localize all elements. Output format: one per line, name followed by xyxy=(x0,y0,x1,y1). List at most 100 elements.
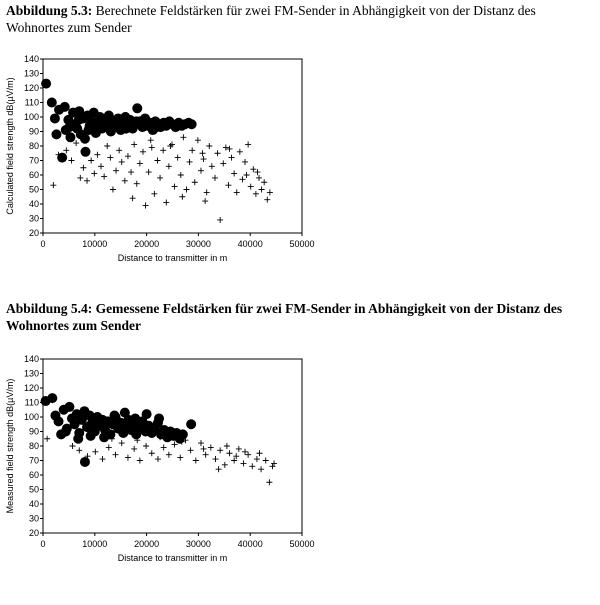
data-point-circle xyxy=(64,122,75,133)
x-tick-label: 50000 xyxy=(289,239,314,249)
data-point-plus xyxy=(228,154,235,161)
data-point-plus xyxy=(178,438,185,445)
data-point-plus xyxy=(118,440,125,447)
data-point-plus xyxy=(98,163,105,170)
y-tick-label: 120 xyxy=(24,83,39,93)
data-point-circle xyxy=(73,114,84,125)
data-point-plus xyxy=(215,466,222,473)
data-point-plus xyxy=(76,447,83,454)
data-point-plus xyxy=(189,147,196,154)
data-point-plus xyxy=(124,153,131,160)
data-point-plus xyxy=(68,157,75,164)
data-point-circle xyxy=(65,132,76,143)
data-point-plus xyxy=(121,177,128,184)
y-tick-label: 90 xyxy=(29,127,39,137)
data-point-plus xyxy=(258,186,265,193)
y-tick-label: 70 xyxy=(29,456,39,466)
data-point-circle xyxy=(151,122,162,133)
data-point-circle xyxy=(73,433,84,444)
data-point-plus xyxy=(168,141,175,148)
x-tick-label: 30000 xyxy=(186,239,211,249)
data-point-plus xyxy=(142,202,149,209)
y-tick-label: 80 xyxy=(29,141,39,151)
data-point-plus xyxy=(112,451,119,458)
data-point-plus xyxy=(143,443,150,449)
x-axis-label: Distance to transmitter in m xyxy=(118,253,228,263)
data-point-circle xyxy=(79,133,90,144)
figure-caption-5-4: Abbildung 5.4: Gemessene Feldstärken für… xyxy=(6,300,594,334)
data-point-circle xyxy=(119,407,130,418)
data-point-circle xyxy=(85,430,96,441)
data-point-circle xyxy=(111,117,122,128)
data-point-plus xyxy=(212,456,219,463)
data-point-circle xyxy=(49,113,60,124)
data-point-circle xyxy=(141,409,152,420)
data-point-circle xyxy=(109,410,120,421)
data-point-plus xyxy=(101,173,108,180)
plot-frame xyxy=(42,358,303,534)
data-point-plus xyxy=(231,457,238,464)
data-point-plus xyxy=(171,441,178,448)
y-tick-label: 20 xyxy=(29,528,39,538)
data-point-plus xyxy=(157,434,164,441)
data-point-plus xyxy=(199,150,206,157)
data-point-plus xyxy=(256,450,263,457)
y-tick-label: 70 xyxy=(29,156,39,166)
data-point-circle xyxy=(47,393,58,404)
y-tick-label: 60 xyxy=(29,170,39,180)
data-point-plus xyxy=(254,169,261,176)
data-point-plus xyxy=(139,148,146,155)
y-tick-label: 40 xyxy=(29,199,39,209)
y-tick-label: 110 xyxy=(25,98,39,108)
x-tick-label: 40000 xyxy=(238,239,263,249)
data-point-circle xyxy=(83,125,94,136)
y-tick-label: 40 xyxy=(29,499,39,509)
data-point-circle xyxy=(60,426,71,437)
data-point-plus xyxy=(113,167,120,174)
data-point-plus xyxy=(107,154,114,161)
data-point-plus xyxy=(160,147,167,154)
data-point-plus xyxy=(157,174,164,181)
y-tick-label: 20 xyxy=(29,228,39,238)
data-point-plus xyxy=(211,174,218,181)
y-tick-label: 30 xyxy=(29,514,39,524)
data-point-circle xyxy=(186,419,197,430)
data-point-plus xyxy=(191,179,198,186)
data-point-plus xyxy=(223,443,230,449)
data-point-plus xyxy=(235,445,242,452)
data-point-plus xyxy=(148,450,155,457)
data-point-circle xyxy=(177,429,188,440)
data-point-plus xyxy=(261,179,268,186)
data-point-circle xyxy=(76,414,87,425)
data-point-plus xyxy=(160,444,167,451)
data-point-circle xyxy=(80,146,91,157)
x-axis-label: Distance to transmitter in m xyxy=(118,553,228,563)
y-tick-label: 100 xyxy=(24,112,39,122)
data-point-plus xyxy=(171,183,178,190)
data-point-plus xyxy=(192,457,199,464)
data-point-plus xyxy=(84,177,91,184)
data-point-plus xyxy=(258,466,265,473)
data-point-plus xyxy=(92,448,99,455)
data-point-plus xyxy=(99,456,106,463)
data-point-plus xyxy=(124,454,131,461)
data-point-plus xyxy=(131,141,138,148)
data-point-plus xyxy=(73,140,80,147)
data-point-plus xyxy=(226,450,233,457)
data-point-circle xyxy=(46,97,57,108)
data-point-plus xyxy=(108,435,115,442)
y-tick-label: 140 xyxy=(24,354,39,364)
data-point-circle xyxy=(132,103,143,114)
y-tick-label: 130 xyxy=(24,69,39,79)
chart-calculated-svg: 20 30 40 50 60 70 80 90 100 110 120 130 140 0 10000 200… xyxy=(5,54,315,263)
data-point-plus xyxy=(128,169,135,176)
data-point-plus xyxy=(202,198,209,205)
y-tick-label: 120 xyxy=(24,383,39,393)
data-point-circle xyxy=(130,413,141,424)
data-point-plus xyxy=(266,479,273,486)
data-point-plus xyxy=(262,457,269,464)
data-point-plus xyxy=(165,163,172,170)
figure-caption-text: Gemessene Feldstärken für zwei FM-Sender… xyxy=(6,301,563,333)
data-point-plus xyxy=(165,451,172,458)
data-point-plus xyxy=(200,445,207,452)
